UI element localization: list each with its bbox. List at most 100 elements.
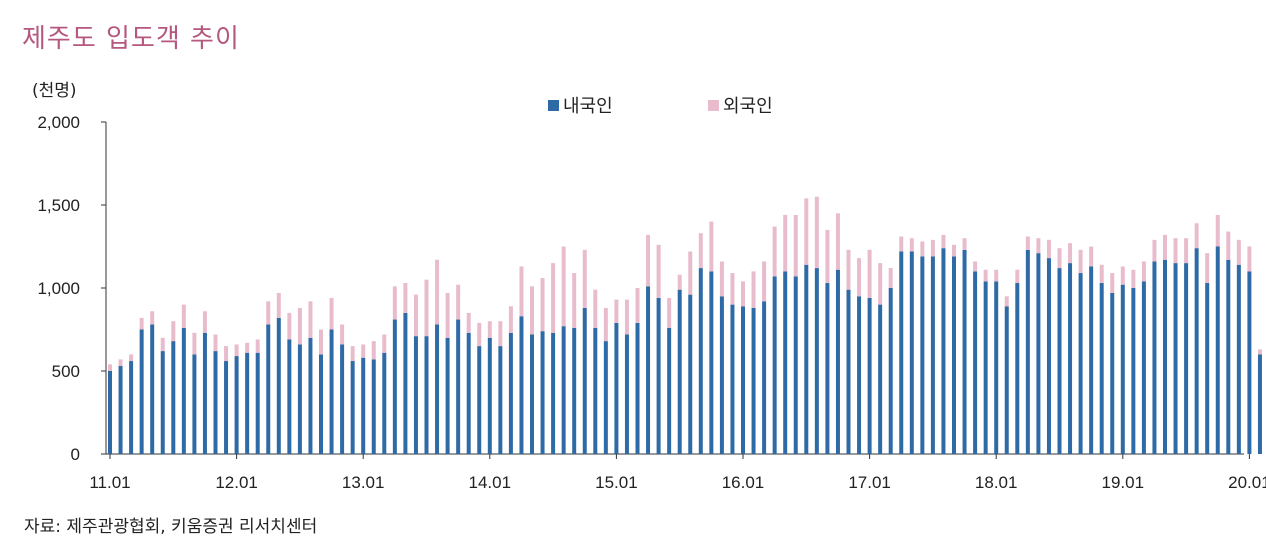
bar-domestic (762, 301, 767, 454)
bar-domestic (941, 248, 946, 454)
bar-foreign (698, 233, 703, 269)
bar-domestic (1110, 292, 1115, 454)
y-tick-label: 2,000 (37, 113, 80, 132)
bar-domestic (508, 332, 513, 454)
bar-foreign (593, 289, 598, 328)
bar-foreign (941, 234, 946, 249)
bar-foreign (994, 269, 999, 282)
bar-domestic (118, 366, 123, 454)
bar-foreign (171, 321, 176, 342)
bar-domestic (1226, 259, 1231, 454)
bar-foreign (1057, 248, 1062, 269)
bar-foreign (350, 346, 355, 362)
bar-domestic (329, 329, 334, 454)
bar-foreign (1184, 238, 1189, 264)
bar-domestic (319, 354, 323, 454)
bar-foreign (667, 297, 672, 328)
bar-foreign (624, 299, 629, 335)
y-axis-unit-label: (천명) (32, 81, 77, 101)
bar-foreign (952, 244, 956, 257)
bar-foreign (793, 214, 798, 277)
bar-domestic (276, 317, 281, 454)
bar-domestic (561, 326, 566, 454)
bar-foreign (150, 311, 155, 325)
bar-domestic (920, 256, 925, 454)
bar-foreign (572, 273, 577, 328)
bar-domestic (340, 344, 345, 454)
bar-domestic (403, 312, 408, 454)
bar-foreign (646, 234, 651, 287)
x-tick-label: 14.01 (469, 473, 512, 492)
bar-domestic (772, 276, 777, 454)
bar-foreign (413, 294, 418, 337)
bar-domestic (498, 346, 503, 454)
bar-foreign (783, 214, 788, 272)
bar-domestic (646, 286, 651, 454)
bar-domestic (213, 351, 218, 454)
x-tick-label: 19.01 (1102, 473, 1145, 492)
x-tick-label: 20.01 (1228, 473, 1266, 492)
bar-domestic (962, 249, 967, 454)
legend-swatch-foreign (708, 99, 719, 111)
bar-domestic (150, 324, 155, 454)
bar-domestic (160, 351, 165, 454)
bar-foreign (213, 334, 218, 352)
bar-domestic (371, 359, 376, 454)
bar-foreign (1215, 214, 1220, 247)
bar-foreign (603, 307, 608, 342)
bar-domestic (952, 256, 956, 454)
bar-foreign (129, 354, 134, 362)
bar-foreign (1099, 264, 1104, 284)
legend-swatch-domestic (548, 99, 559, 111)
bar-domestic (909, 251, 914, 454)
bar-foreign (1205, 253, 1210, 284)
bar-foreign (108, 364, 112, 371)
bar-domestic (1089, 266, 1094, 454)
bar-foreign (930, 239, 935, 257)
y-tick-label: 0 (71, 445, 80, 464)
bar-domestic (255, 352, 260, 454)
bar-foreign (1046, 239, 1051, 259)
bar-foreign (1120, 266, 1125, 285)
bar-foreign (719, 261, 724, 297)
bar-foreign (245, 342, 250, 353)
bar-domestic (192, 354, 197, 454)
bar-foreign (846, 249, 851, 290)
bar-domestic (846, 289, 851, 454)
legend-item-domestic: 내국인 (548, 92, 613, 118)
bar-foreign (456, 284, 461, 320)
bar-domestic (1120, 284, 1125, 454)
bar-domestic (1236, 264, 1241, 454)
bar-domestic (635, 322, 640, 454)
bar-foreign (392, 286, 397, 320)
bar-domestic (245, 352, 250, 454)
bar-domestic (551, 332, 556, 454)
bar-foreign (192, 332, 197, 355)
bar-foreign (825, 229, 830, 284)
source-note: 자료: 제주관광협회, 키움증권 리서치센터 (24, 517, 318, 537)
bar-domestic (814, 268, 819, 454)
bar-domestic (1099, 283, 1104, 454)
bar-domestic (1205, 283, 1210, 454)
y-tick-label: 1,500 (37, 196, 80, 215)
bar-foreign (308, 301, 313, 338)
bar-domestic (930, 256, 935, 454)
bar-foreign (1257, 349, 1262, 355)
bar-foreign (614, 299, 619, 323)
bar-foreign (688, 251, 693, 295)
bar-foreign (1173, 238, 1178, 264)
bar-domestic (1163, 259, 1167, 454)
bar-foreign (709, 221, 714, 272)
chart-title: 제주도 입도객 추이 (22, 24, 240, 54)
x-tick-label: 17.01 (848, 473, 891, 492)
bar-domestic (1215, 246, 1220, 454)
bar-foreign (1025, 236, 1030, 250)
bar-foreign (1036, 238, 1041, 254)
bar-foreign (540, 278, 545, 332)
bar-foreign (983, 269, 988, 282)
bar-foreign (487, 321, 492, 338)
bar-domestic (413, 336, 418, 454)
bar-domestic (540, 331, 545, 454)
bar-domestic (1068, 263, 1073, 454)
bar-foreign (1004, 296, 1009, 307)
